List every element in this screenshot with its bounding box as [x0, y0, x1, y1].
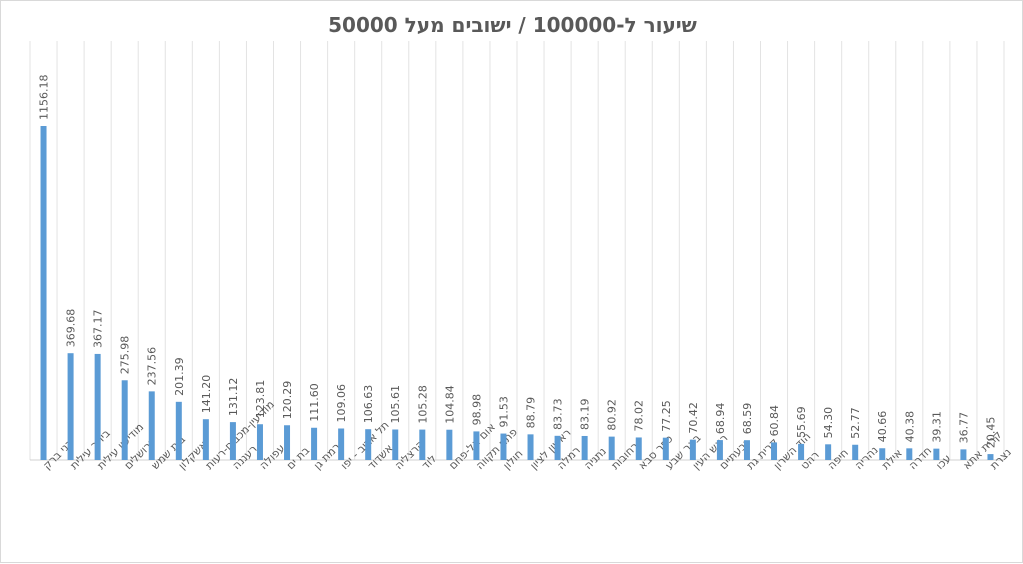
data-label: 54.30 — [822, 407, 835, 439]
data-label: 40.66 — [876, 411, 889, 443]
bar — [500, 433, 507, 460]
data-label: 1156.18 — [38, 75, 51, 121]
data-label: 68.94 — [714, 403, 727, 435]
bar — [689, 439, 696, 460]
data-label: 88.79 — [525, 397, 538, 429]
data-label: 111.60 — [308, 383, 321, 422]
data-label: 201.39 — [173, 357, 186, 396]
bar — [581, 435, 588, 460]
data-label: 141.20 — [200, 375, 213, 414]
bar — [554, 435, 561, 460]
bar — [662, 437, 669, 460]
data-label: 40.38 — [903, 411, 916, 443]
bar — [635, 437, 642, 460]
data-label: 120.29 — [281, 381, 294, 420]
bar — [148, 391, 155, 460]
bar — [987, 454, 994, 460]
category-tick-label: חדרה — [906, 444, 934, 472]
data-label: 60.84 — [768, 405, 781, 437]
bar — [284, 425, 291, 460]
bar — [419, 429, 426, 460]
bar — [311, 427, 318, 460]
data-label: 123.81 — [254, 380, 267, 419]
bar — [175, 401, 182, 460]
data-label: 98.98 — [470, 394, 483, 426]
data-label: 369.68 — [65, 309, 78, 348]
bar — [40, 126, 47, 460]
bar — [446, 429, 453, 460]
data-label: 131.12 — [227, 378, 240, 417]
data-label: 91.53 — [497, 396, 510, 428]
bar — [229, 422, 236, 460]
data-label: 77.25 — [660, 400, 673, 432]
bar — [879, 448, 886, 460]
data-label: 52.77 — [849, 407, 862, 439]
bar — [67, 353, 74, 460]
bar — [121, 380, 128, 460]
data-label: 55.69 — [795, 406, 808, 438]
data-label: 367.17 — [92, 309, 105, 348]
bar — [852, 444, 859, 460]
data-label: 78.02 — [633, 400, 646, 432]
data-label: 80.92 — [606, 399, 619, 431]
data-label: 105.61 — [389, 385, 402, 424]
bar — [608, 436, 615, 460]
data-label: 109.06 — [335, 384, 348, 423]
data-label: 83.19 — [579, 398, 592, 430]
bar — [771, 442, 778, 460]
data-label: 83.73 — [552, 398, 565, 430]
data-label: 68.59 — [741, 403, 754, 435]
bar — [392, 429, 399, 460]
data-label: 104.84 — [443, 385, 456, 424]
data-label: 36.77 — [957, 412, 970, 444]
bar — [825, 444, 832, 460]
bar — [960, 449, 967, 460]
bar — [94, 353, 101, 460]
data-label: 106.63 — [362, 385, 375, 424]
data-label: 237.56 — [146, 347, 159, 386]
bar — [933, 448, 940, 460]
bar — [527, 434, 534, 460]
bar — [202, 419, 209, 460]
data-label: 70.42 — [687, 402, 700, 434]
bar — [365, 429, 372, 460]
bar — [743, 440, 750, 460]
bar — [256, 424, 263, 460]
data-label: 275.98 — [119, 336, 132, 375]
bar — [716, 440, 723, 460]
bar — [473, 431, 480, 460]
bar — [906, 448, 913, 460]
bar — [798, 443, 805, 460]
data-label: 105.28 — [416, 385, 429, 424]
data-label: 39.31 — [930, 411, 943, 443]
chart-title: שיעור ל-100000 / ישובים מעל 50000 — [328, 13, 697, 37]
data-label: 20.45 — [984, 417, 997, 448]
bar — [338, 428, 345, 460]
